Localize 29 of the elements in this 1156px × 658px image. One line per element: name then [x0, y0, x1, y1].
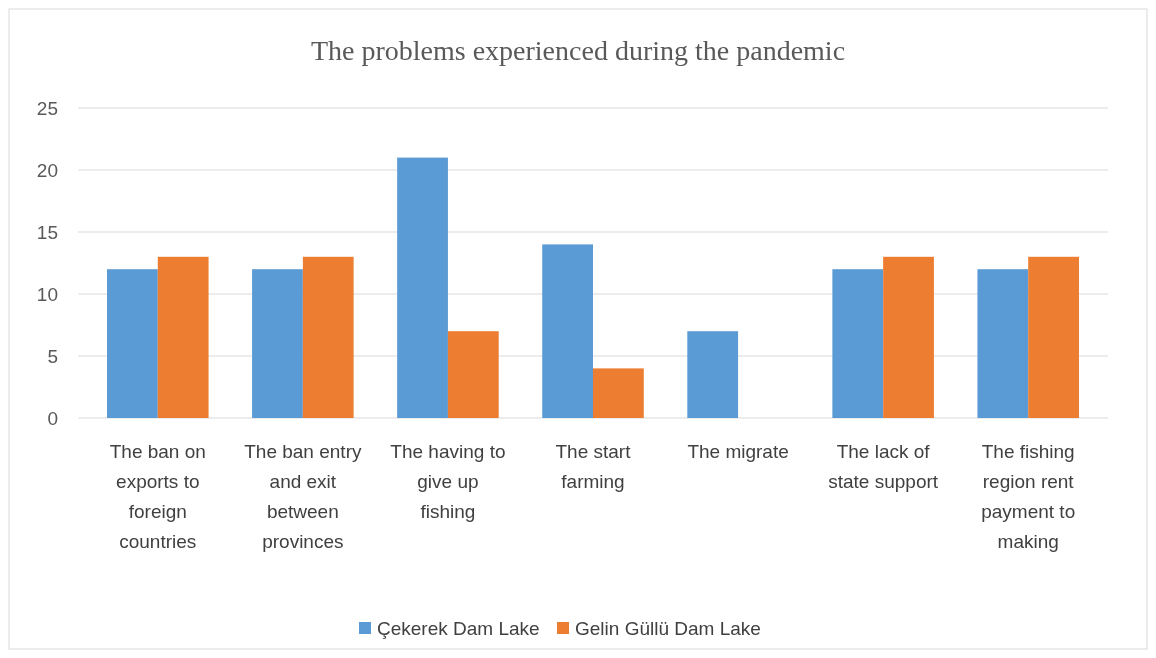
x-tick-label: The ban on exports to foreign countries — [109, 441, 206, 552]
x-tick-label: The start farming — [555, 441, 632, 492]
x-tick-label: The migrate — [687, 441, 789, 462]
x-tick-label: The having to give up fishing — [390, 441, 506, 522]
bar — [302, 256, 354, 418]
bar — [593, 368, 644, 418]
bar — [252, 269, 303, 418]
legend-label: Çekerek Dam Lake — [377, 617, 540, 639]
y-tick-label: 0 — [47, 407, 58, 429]
bar — [397, 157, 448, 418]
bar — [1028, 256, 1079, 418]
bar — [687, 331, 739, 418]
y-tick-label: 10 — [36, 283, 58, 305]
y-tick-label: 15 — [36, 221, 58, 243]
bar — [883, 256, 934, 418]
x-tick-label: The ban entry and exit between provinces — [244, 441, 362, 552]
x-tick-label: The fishing region rent payment to making — [981, 441, 1076, 552]
bar — [542, 244, 593, 418]
x-tick-label: The lack of state support — [828, 441, 939, 492]
bar — [832, 269, 884, 418]
bar — [157, 256, 209, 418]
bar — [447, 331, 499, 418]
bar — [977, 269, 1029, 418]
y-tick-label: 20 — [36, 159, 58, 181]
y-tick-label: 5 — [47, 345, 58, 367]
legend-label: Gelin Güllü Dam Lake — [575, 617, 761, 639]
chart-title: The problems experienced during the pandemic — [310, 35, 846, 66]
bar — [107, 269, 158, 418]
y-tick-label: 25 — [36, 97, 58, 119]
